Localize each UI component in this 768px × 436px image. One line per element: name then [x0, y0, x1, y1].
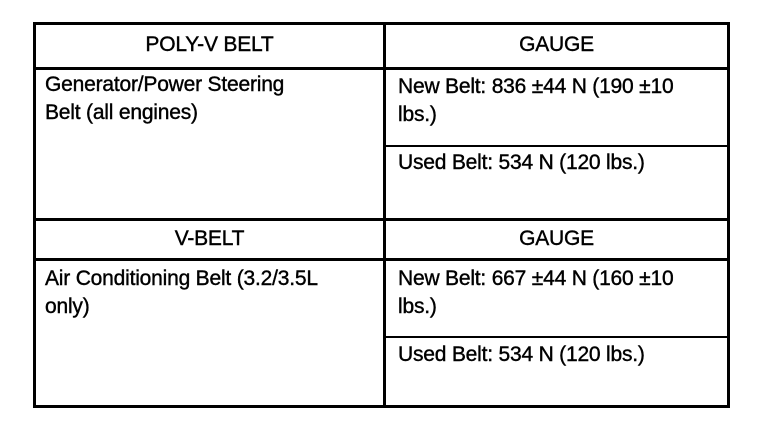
belt-name: Generator/Power Steering Belt (all engin… [45, 73, 285, 124]
column-divider [383, 25, 386, 405]
row-divider [386, 336, 727, 338]
belt-name: Air Conditioning Belt (3.2/3.5L only) [45, 267, 318, 318]
header-gauge: GAUGE [519, 227, 594, 250]
belt-tension-table: POLY-V BELT GAUGE Generator/Power Steeri… [33, 22, 730, 408]
header-v-belt: V-BELT [174, 227, 245, 250]
row-divider [36, 258, 727, 261]
row-divider [36, 218, 727, 221]
row-divider [36, 67, 727, 70]
used-belt-gauge: Used Belt: 534 N (120 lbs.) [398, 343, 645, 366]
header-gauge: GAUGE [519, 33, 594, 56]
new-belt-gauge: New Belt: 667 ±44 N (160 ±10 lbs.) [398, 267, 674, 318]
used-belt-gauge: Used Belt: 534 N (120 lbs.) [398, 151, 645, 174]
row-divider [386, 145, 727, 147]
header-poly-v-belt: POLY-V BELT [145, 33, 274, 56]
new-belt-gauge: New Belt: 836 ±44 N (190 ±10 lbs.) [398, 75, 674, 126]
